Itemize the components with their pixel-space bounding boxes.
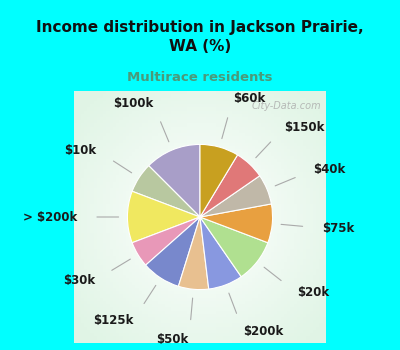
Text: $100k: $100k — [113, 97, 153, 110]
Wedge shape — [200, 155, 260, 217]
Wedge shape — [200, 145, 238, 217]
Text: Multirace residents: Multirace residents — [127, 71, 273, 84]
Wedge shape — [200, 217, 268, 277]
Wedge shape — [200, 176, 271, 217]
Wedge shape — [149, 145, 200, 217]
Text: $30k: $30k — [63, 274, 95, 287]
Wedge shape — [200, 217, 241, 289]
Text: $50k: $50k — [157, 333, 189, 346]
Text: $40k: $40k — [314, 163, 346, 176]
Text: $20k: $20k — [297, 286, 329, 299]
Text: $150k: $150k — [284, 121, 325, 134]
Text: > $200k: > $200k — [23, 210, 77, 224]
Wedge shape — [146, 217, 200, 286]
Text: $200k: $200k — [244, 326, 284, 338]
Text: $75k: $75k — [322, 222, 355, 235]
Text: $125k: $125k — [93, 314, 133, 327]
Wedge shape — [132, 166, 200, 217]
Wedge shape — [200, 204, 272, 243]
Text: Income distribution in Jackson Prairie,
WA (%): Income distribution in Jackson Prairie, … — [36, 20, 364, 54]
Text: $10k: $10k — [65, 144, 97, 157]
Text: City-Data.com: City-Data.com — [251, 101, 321, 111]
Wedge shape — [132, 217, 200, 265]
Wedge shape — [178, 217, 209, 289]
Text: $60k: $60k — [233, 92, 265, 105]
Wedge shape — [128, 191, 200, 243]
